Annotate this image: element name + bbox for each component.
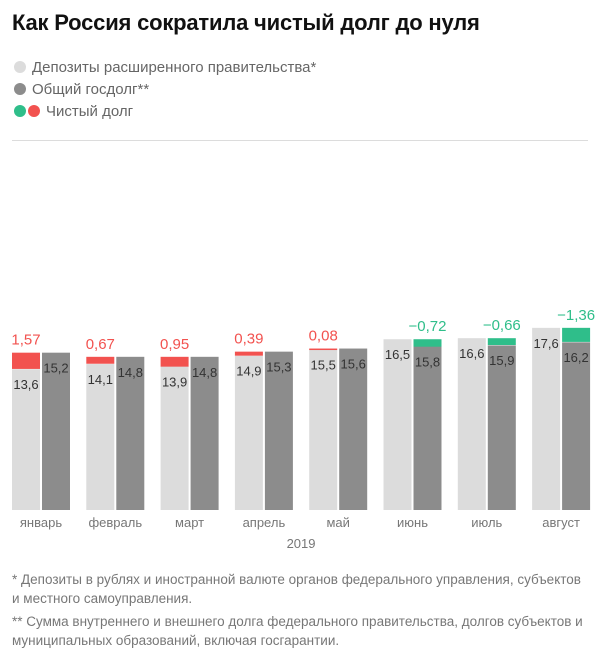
legend-label-debt: Общий госдолг** bbox=[32, 80, 150, 98]
debt-bar bbox=[264, 351, 293, 510]
net-debt-segment bbox=[160, 356, 189, 367]
deposits-value-label: 16,5 bbox=[385, 347, 410, 362]
x-tick-label: июнь bbox=[397, 515, 428, 530]
debt-bar bbox=[42, 352, 70, 510]
debt-value-label: 15,6 bbox=[341, 357, 366, 372]
x-tick-label: март bbox=[175, 515, 204, 530]
deposits-bar bbox=[309, 349, 338, 510]
legend-item-net: Чистый долг bbox=[14, 100, 316, 122]
net-debt-label: 0,67 bbox=[86, 336, 115, 353]
x-tick-label: июль bbox=[471, 515, 502, 530]
net-debt-label: 1,57 bbox=[11, 332, 40, 349]
net-debt-label: 0,95 bbox=[160, 336, 189, 353]
legend-item-debt: Общий госдолг** bbox=[14, 78, 316, 100]
header-divider bbox=[12, 140, 588, 141]
legend-label-deposits: Депозиты расширенного правительства* bbox=[32, 58, 317, 76]
deposits-bar bbox=[383, 339, 412, 510]
net-debt-label: 0,39 bbox=[234, 331, 263, 348]
footnote-deposits: * Депозиты в рублях и иностранной валюте… bbox=[12, 572, 581, 606]
deposits-bar bbox=[160, 366, 189, 510]
debt-value-label: 15,8 bbox=[415, 355, 440, 370]
chart-title: Как Россия сократила чистый долг до нуля bbox=[12, 10, 480, 35]
debt-value-label: 15,2 bbox=[43, 361, 68, 376]
net-debt-segment bbox=[12, 352, 40, 369]
net-debt-label: 0,08 bbox=[309, 328, 338, 345]
net-debt-segment bbox=[413, 339, 442, 347]
deposits-value-label: 13,6 bbox=[13, 377, 38, 392]
net-debt-label: −0,66 bbox=[483, 317, 521, 334]
legend-label-net: Чистый долг bbox=[46, 102, 134, 120]
deposits-value-label: 14,1 bbox=[88, 372, 113, 387]
debt-swatch bbox=[14, 83, 26, 95]
deposits-swatch bbox=[14, 61, 26, 73]
net-debt-segment bbox=[234, 351, 263, 356]
legend: Депозиты расширенного правительства* Общ… bbox=[14, 56, 316, 122]
debt-value-label: 14,8 bbox=[192, 365, 217, 380]
deposits-value-label: 17,6 bbox=[533, 336, 558, 351]
debt-bar bbox=[116, 356, 145, 510]
deposits-bar bbox=[12, 369, 40, 510]
deposits-value-label: 14,9 bbox=[236, 364, 261, 379]
debt-value-label: 14,8 bbox=[118, 365, 143, 380]
debt-value-label: 16,2 bbox=[563, 350, 588, 365]
debt-bar bbox=[413, 346, 442, 510]
deposits-bar bbox=[457, 338, 486, 510]
bar-chart: 1,57 13,6 15,2 январь 0,67 14,1 14,8 февраль 0,9… bbox=[11, 307, 595, 551]
x-tick-label: август bbox=[542, 515, 580, 530]
x-tick-label: май bbox=[326, 515, 349, 530]
debt-value-label: 15,3 bbox=[266, 360, 291, 375]
legend-item-deposits: Депозиты расширенного правительства* bbox=[14, 56, 316, 78]
net-debt-segment bbox=[309, 348, 338, 351]
net-debt-segment bbox=[86, 356, 115, 364]
x-axis-label: 2019 bbox=[287, 536, 316, 551]
deposits-bar bbox=[234, 355, 263, 510]
deposits-value-label: 16,6 bbox=[459, 346, 484, 361]
x-tick-label: январь bbox=[20, 515, 62, 530]
net-debt-label: −0,72 bbox=[409, 318, 447, 335]
net-positive-swatch bbox=[28, 105, 40, 117]
debt-bar bbox=[190, 356, 219, 510]
debt-bar bbox=[339, 348, 368, 510]
deposits-bar bbox=[86, 364, 115, 510]
net-debt-segment bbox=[487, 338, 516, 346]
debt-bar bbox=[562, 342, 591, 510]
debt-value-label: 15,9 bbox=[489, 353, 514, 368]
deposits-bar bbox=[532, 327, 561, 510]
debt-bar bbox=[487, 345, 516, 510]
x-tick-label: февраль bbox=[88, 515, 142, 530]
deposits-value-label: 15,5 bbox=[311, 357, 336, 372]
deposits-value-label: 13,9 bbox=[162, 375, 187, 390]
net-debt-segment bbox=[562, 327, 591, 342]
footnote-debt: ** Сумма внутреннего и внешнего долга фе… bbox=[12, 614, 583, 648]
net-negative-swatch bbox=[14, 105, 26, 117]
net-debt-label: −1,36 bbox=[557, 307, 595, 324]
x-tick-label: апрель bbox=[243, 515, 286, 530]
